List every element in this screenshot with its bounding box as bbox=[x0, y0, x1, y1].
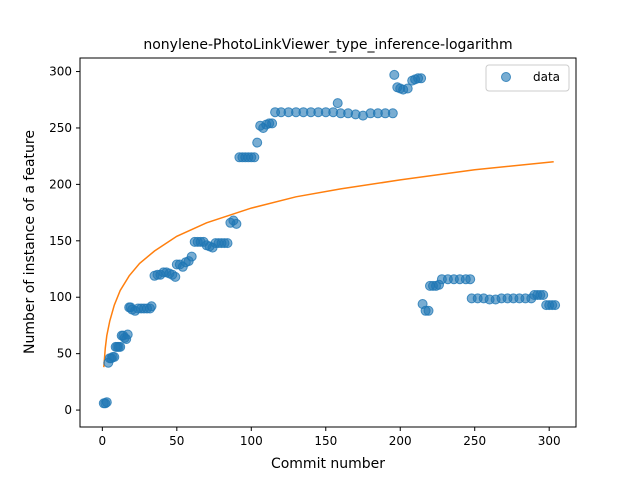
data-point bbox=[115, 341, 126, 352]
x-axis-ticks: 0 50 100 150 200 250 300 bbox=[99, 427, 561, 448]
legend-box bbox=[485, 64, 570, 92]
plot-frame bbox=[79, 57, 577, 428]
y-tick-label: 200 bbox=[49, 177, 72, 191]
fit-line bbox=[103, 161, 554, 368]
data-point bbox=[267, 118, 278, 129]
data-point bbox=[146, 301, 157, 312]
data-point bbox=[109, 352, 120, 362]
y-tick-label: 100 bbox=[49, 290, 72, 304]
x-tick-label: 300 bbox=[538, 434, 561, 448]
data-point bbox=[416, 73, 427, 84]
y-axis-label: Number of instance of a feature bbox=[22, 130, 38, 354]
data-point bbox=[332, 98, 343, 109]
data-point bbox=[252, 137, 263, 148]
data-point bbox=[222, 238, 233, 249]
legend-marker-data bbox=[501, 72, 511, 82]
fit-line-layer bbox=[103, 161, 554, 368]
x-tick-label: 50 bbox=[169, 434, 184, 448]
data-point bbox=[170, 271, 181, 282]
x-tick-label: 0 bbox=[99, 434, 107, 448]
y-tick-label: 250 bbox=[49, 121, 72, 135]
y-tick-label: 150 bbox=[49, 234, 72, 248]
x-tick-label: 150 bbox=[314, 434, 337, 448]
data-point bbox=[423, 305, 434, 316]
data-point bbox=[402, 83, 413, 94]
x-tick-label: 250 bbox=[463, 434, 486, 448]
data-point bbox=[550, 300, 561, 311]
x-tick-label: 200 bbox=[389, 434, 412, 448]
chart-title: nonylene-PhotoLinkViewer_type_inference-… bbox=[143, 37, 512, 53]
data-point bbox=[538, 290, 549, 300]
data-points-layer bbox=[98, 69, 561, 409]
x-tick-label: 100 bbox=[240, 434, 263, 448]
data-point bbox=[387, 108, 398, 119]
legend-label-data: data bbox=[533, 70, 560, 84]
data-point bbox=[122, 329, 133, 340]
y-tick-label: 0 bbox=[64, 403, 72, 417]
y-axis-ticks: 0 50 100 150 200 250 300 bbox=[49, 65, 80, 417]
data-point bbox=[231, 218, 242, 229]
x-axis-label: Commit number bbox=[271, 456, 385, 472]
plot-area bbox=[80, 58, 576, 427]
data-point bbox=[186, 251, 197, 262]
legend: data bbox=[485, 64, 570, 92]
data-point bbox=[465, 274, 476, 285]
data-point bbox=[249, 152, 260, 163]
data-point bbox=[389, 69, 400, 80]
y-tick-label: 300 bbox=[49, 65, 72, 79]
y-tick-label: 50 bbox=[57, 347, 72, 361]
data-point bbox=[101, 397, 112, 408]
